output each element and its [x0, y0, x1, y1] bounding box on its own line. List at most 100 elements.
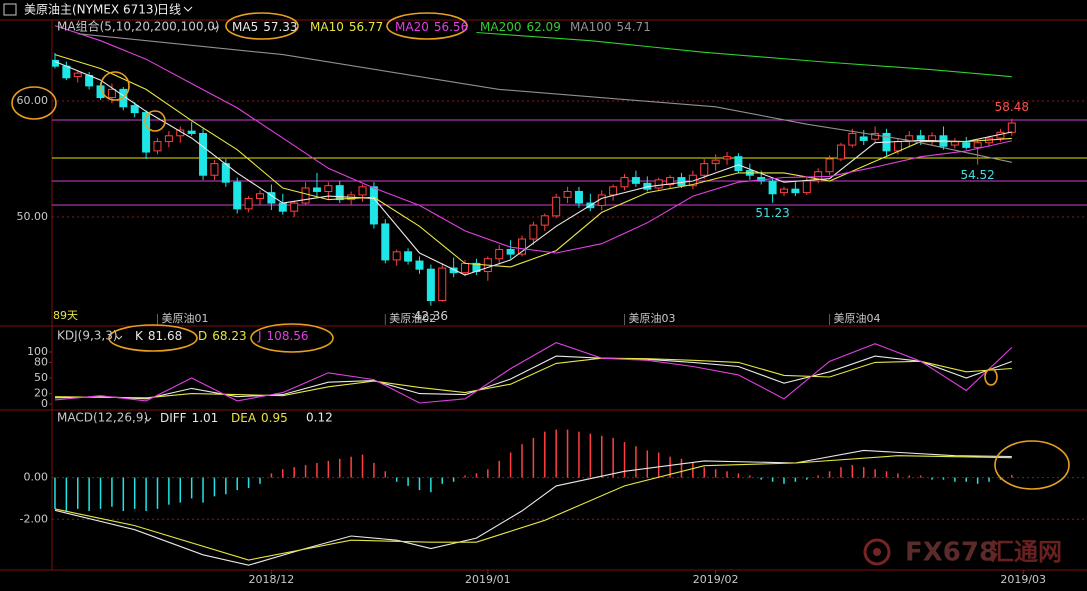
highlight [994, 440, 1070, 490]
kdj-panel [54, 341, 1013, 404]
ma-dropdown[interactable] [211, 25, 219, 30]
candle-body [495, 248, 504, 260]
legend-value: 108.56 [267, 329, 309, 343]
candle-body [278, 202, 287, 212]
candle-body [244, 197, 253, 210]
price-annotation: 58.48 [995, 100, 1029, 114]
highlight [144, 110, 166, 132]
candle-body [529, 224, 538, 240]
candle-body [711, 159, 720, 165]
series-line [54, 25, 1012, 254]
legend-name: MA200 [480, 20, 521, 34]
macd-dropdown[interactable] [144, 417, 152, 422]
watermark-brand: FX678 [905, 538, 997, 568]
symbol[interactable]: 美原油主(NYMEX 6713) [24, 3, 158, 17]
series-line [77, 33, 1012, 163]
candle-body [290, 202, 299, 212]
price-panel: 58.48 54.52 51.23 42.36 美原油01 美原油02 美原油03 美原油04 [52, 25, 1087, 325]
candle-body [734, 156, 743, 172]
series-line [54, 355, 1012, 400]
x-tick-label: 2019/03 [1000, 573, 1046, 586]
candle-body [392, 251, 401, 261]
contract-label: 美原油03 [629, 311, 676, 325]
series-line [476, 31, 1012, 78]
legend-item[interactable]: DIFF 1.01 [160, 411, 218, 425]
candle-body [449, 267, 458, 274]
legend-item[interactable]: DEA 0.95 [231, 411, 288, 425]
period[interactable]: 日线 [157, 3, 181, 17]
macd-panel [52, 429, 1087, 566]
candle-body [552, 196, 561, 217]
y-tick-label: 100 [27, 345, 48, 358]
candle-body [563, 190, 572, 198]
candle-body [916, 135, 925, 140]
legend-name: MA10 [310, 20, 344, 34]
price-annotation: 51.23 [755, 206, 789, 220]
legend-value: 56.56 [434, 20, 468, 34]
candle-body [1007, 122, 1016, 133]
candle-body [233, 181, 242, 210]
candle-body [187, 130, 196, 134]
legend-item[interactable]: MA100 54.71 [570, 20, 651, 34]
legend-name: MA20 [395, 20, 429, 34]
symbol-icon[interactable] [3, 3, 17, 16]
legend-item[interactable]: MA10 56.77 [310, 20, 383, 34]
legend-value: 62.09 [526, 20, 560, 34]
period-dropdown[interactable] [183, 6, 193, 12]
watermark-logo [873, 548, 881, 556]
legend-name: K [135, 329, 144, 343]
price-annotation: 54.52 [960, 168, 994, 182]
candle-body [973, 142, 982, 148]
candle-body [210, 163, 219, 176]
legend-item[interactable]: MA200 62.09 [480, 20, 561, 34]
legend-value: 1.01 [192, 411, 219, 425]
y-tick-label: 0.00 [24, 471, 49, 484]
kdj-dropdown[interactable] [115, 335, 123, 340]
period-label: 89天 [53, 309, 78, 322]
indicator-title: MA组合(5,10,20,200,100,0) [57, 19, 220, 34]
series-line [54, 449, 1012, 566]
highlight [250, 323, 334, 353]
watermark: FX678 汇通网 [863, 538, 1062, 568]
x-tick-label: 2019/01 [465, 573, 511, 586]
candle-body [404, 251, 413, 262]
legend-item[interactable]: J 108.56 [257, 329, 309, 343]
candle-body [802, 180, 811, 194]
candle-body [369, 186, 378, 225]
highlight [984, 368, 998, 386]
legend-name: DEA [231, 411, 257, 425]
candle-body [142, 112, 151, 153]
y-tick-label: 0 [41, 397, 48, 410]
candle-body [779, 188, 788, 194]
legend-item[interactable]: K 81.68 [135, 329, 182, 343]
indicator-title: KDJ(9,3,3) [57, 329, 118, 343]
candle-body [893, 141, 902, 152]
legend-item[interactable]: D 68.23 [198, 329, 247, 343]
candle-body [438, 267, 447, 302]
candle-body [791, 188, 800, 194]
candle-body [574, 190, 583, 204]
legend-name: J [257, 329, 262, 343]
candle-body [905, 135, 914, 143]
candle-body [768, 180, 777, 195]
candle-body [631, 177, 640, 184]
candle-body [107, 88, 116, 98]
highlight [100, 71, 130, 101]
legend-name: MA5 [232, 20, 258, 34]
legend-item[interactable]: MA20 56.56 [395, 20, 468, 34]
y-tick-label: 50.00 [17, 210, 49, 223]
legend-value: 68.23 [212, 329, 246, 343]
legend-item[interactable]: MA5 57.33 [232, 20, 298, 34]
watermark-name: 汇通网 [990, 538, 1062, 566]
candle-body [358, 186, 367, 196]
candle-body [540, 215, 549, 226]
legend-name: D [198, 329, 207, 343]
indicator-title: MACD(12,26,9) [57, 411, 148, 425]
y-tick-label: -2.00 [20, 512, 48, 525]
x-tick-label: 2018/12 [249, 573, 295, 586]
candle-body [620, 177, 629, 188]
